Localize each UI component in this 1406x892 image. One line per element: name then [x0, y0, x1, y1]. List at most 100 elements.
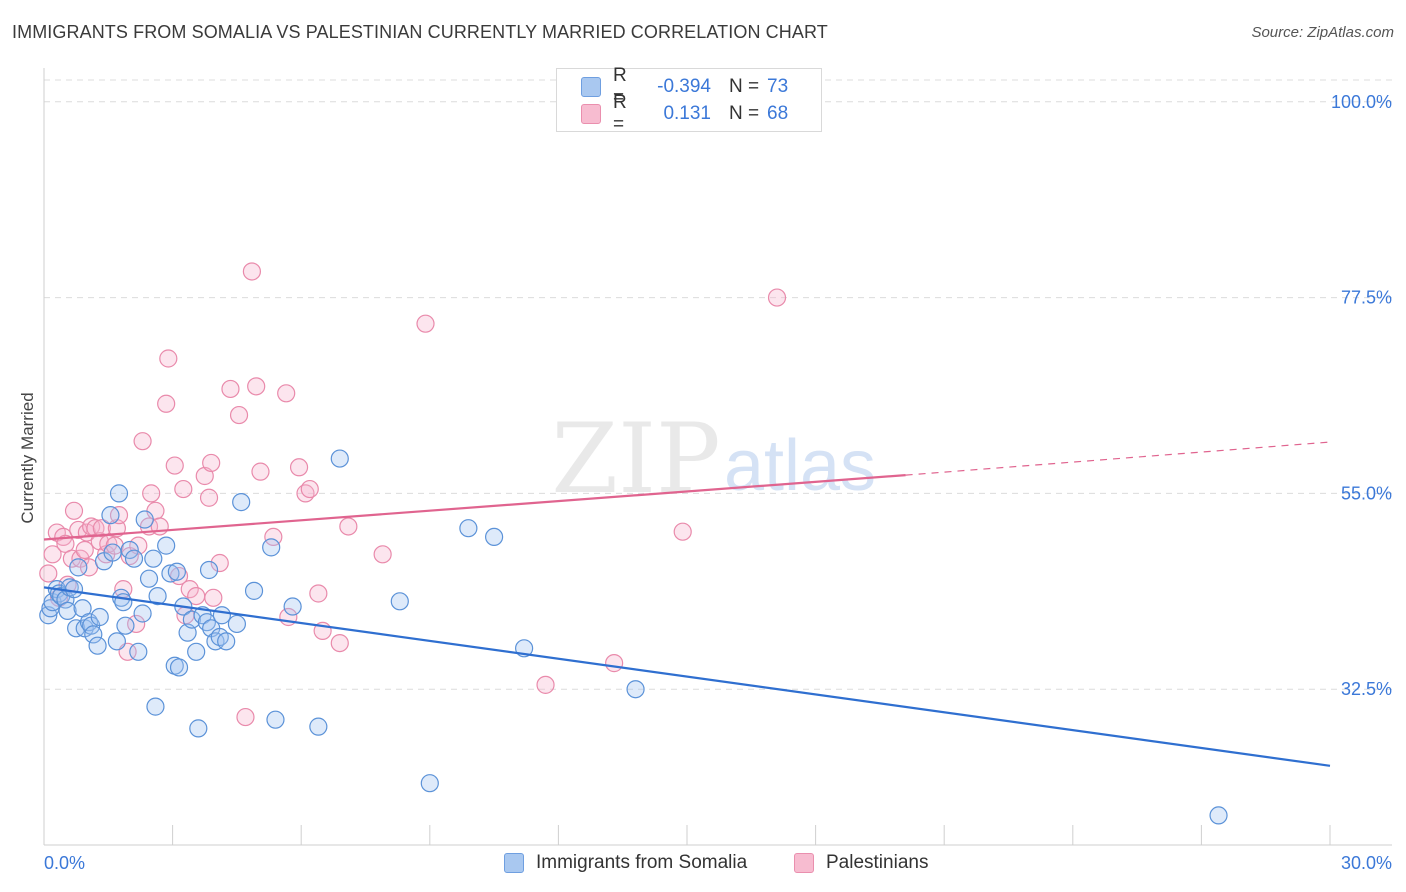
somalia-point [283, 597, 302, 616]
somalia-point [139, 569, 159, 588]
palestinian-point [75, 540, 94, 560]
somalia-point [69, 558, 88, 577]
palestinian-point [277, 384, 296, 403]
somalia-point [88, 636, 107, 655]
somalia-point [390, 592, 409, 611]
somalia-point [262, 538, 281, 557]
palestinian-point [236, 707, 255, 727]
somalia-point [90, 607, 109, 627]
somalia-point [182, 610, 201, 629]
somalia-point [103, 543, 122, 562]
somalia-point [232, 492, 251, 512]
palestinian-point [180, 580, 199, 599]
series-swatch-palestinians [794, 853, 814, 873]
legend-r-value: -0.394 [657, 76, 711, 97]
somalia-points [39, 449, 1228, 825]
watermark-zip: ZIP [551, 403, 720, 515]
legend-n-value: 68 [767, 103, 789, 124]
somalia-point [459, 519, 478, 538]
legend-swatch-somalia [581, 77, 601, 97]
somalia-point [309, 717, 328, 736]
somalia-point [58, 601, 77, 620]
palestinian-point [210, 553, 229, 573]
series-label-somalia: Immigrants from Somalia [536, 852, 748, 873]
somalia-point [157, 536, 176, 555]
somalia-point [161, 564, 180, 583]
somalia-point [199, 560, 219, 580]
x-tick-label: 0.0% [44, 853, 85, 873]
palestinian-point [159, 349, 178, 368]
series-legend-somalia[interactable]: Immigrants from Somalia [504, 852, 747, 874]
palestinian-point [229, 405, 249, 425]
palestinian-point [39, 564, 58, 583]
somalia-point [330, 449, 349, 468]
somalia-point [420, 774, 439, 793]
somalia-point [116, 616, 135, 635]
palestinian-point [416, 314, 435, 333]
axes [43, 68, 1392, 846]
somalia-point [120, 540, 139, 560]
palestinian-point [204, 588, 223, 607]
palestinian-point [242, 262, 262, 281]
legend-n-value: 73 [767, 76, 789, 97]
palestinian-point [300, 479, 319, 499]
somalia-point [167, 562, 186, 581]
source-label: Source: ZipAtlas.com [1251, 24, 1394, 41]
somalia-point [1209, 806, 1228, 825]
legend-n-label: N = [729, 103, 760, 124]
palestinian-point [309, 584, 328, 603]
chart-title: IMMIGRANTS FROM SOMALIA VS PALESTINIAN C… [12, 22, 828, 42]
somalia-point [146, 697, 165, 716]
somalia-point [144, 549, 163, 568]
x-tick-label: 30.0% [1341, 853, 1392, 873]
series-swatch-somalia [504, 853, 524, 873]
somalia-point [101, 506, 120, 525]
somalia-point [107, 632, 126, 651]
palestinian-point [221, 379, 240, 399]
palestinian-point [289, 458, 309, 477]
somalia-point [64, 580, 84, 599]
palestinian-trend-extension [905, 441, 1331, 476]
palestinian-point [199, 488, 219, 507]
series-legend: Immigrants from Somalia Palestinians [0, 852, 1406, 876]
legend-n-label: N = [729, 76, 760, 97]
legend-r-value: 0.131 [663, 103, 711, 124]
somalia-point [133, 604, 152, 623]
somalia-point [227, 614, 246, 634]
palestinian-point [251, 462, 270, 481]
somalia-point [114, 593, 133, 612]
somalia-point [84, 625, 103, 644]
palestinian-point [157, 394, 176, 413]
y-tick-label: 55.0% [1341, 483, 1392, 503]
tick-labels: 32.5% 55.0% 77.5% 100.0% 0.0% 30.0% [44, 92, 1392, 873]
legend-row-palestinians: R = 0.131 N = 68 [581, 92, 789, 135]
somalia-point [212, 606, 231, 625]
somalia-point [129, 642, 148, 661]
palestinian-point [339, 517, 358, 536]
somalia-point [266, 710, 285, 729]
y-tick-label: 100.0% [1331, 92, 1392, 112]
palestinian-point [133, 432, 152, 451]
somalia-point [626, 680, 645, 699]
palestinian-point [767, 288, 787, 307]
somalia-point [148, 586, 167, 606]
palestinian-point [330, 633, 349, 653]
palestinian-trend-line [43, 474, 906, 541]
legend-row-somalia: R = -0.394 N = 73 [581, 65, 789, 108]
palestinian-point [202, 453, 221, 473]
palestinian-point [43, 545, 62, 564]
correlation-legend: R = -0.394 N = 73 R = 0.131 N = 68 [556, 65, 822, 135]
somalia-point [169, 658, 189, 677]
somalia-point [124, 549, 144, 568]
somalia-point [187, 642, 206, 661]
gridlines [44, 79, 1392, 690]
palestinian-point [605, 654, 624, 673]
somalia-point [189, 719, 208, 738]
somalia-point [244, 581, 264, 600]
legend-r-label: R = [613, 65, 627, 108]
somalia-point [135, 510, 154, 529]
somalia-point [109, 484, 129, 503]
palestinian-point [64, 501, 84, 520]
series-legend-palestinians[interactable]: Palestinians [794, 852, 928, 874]
